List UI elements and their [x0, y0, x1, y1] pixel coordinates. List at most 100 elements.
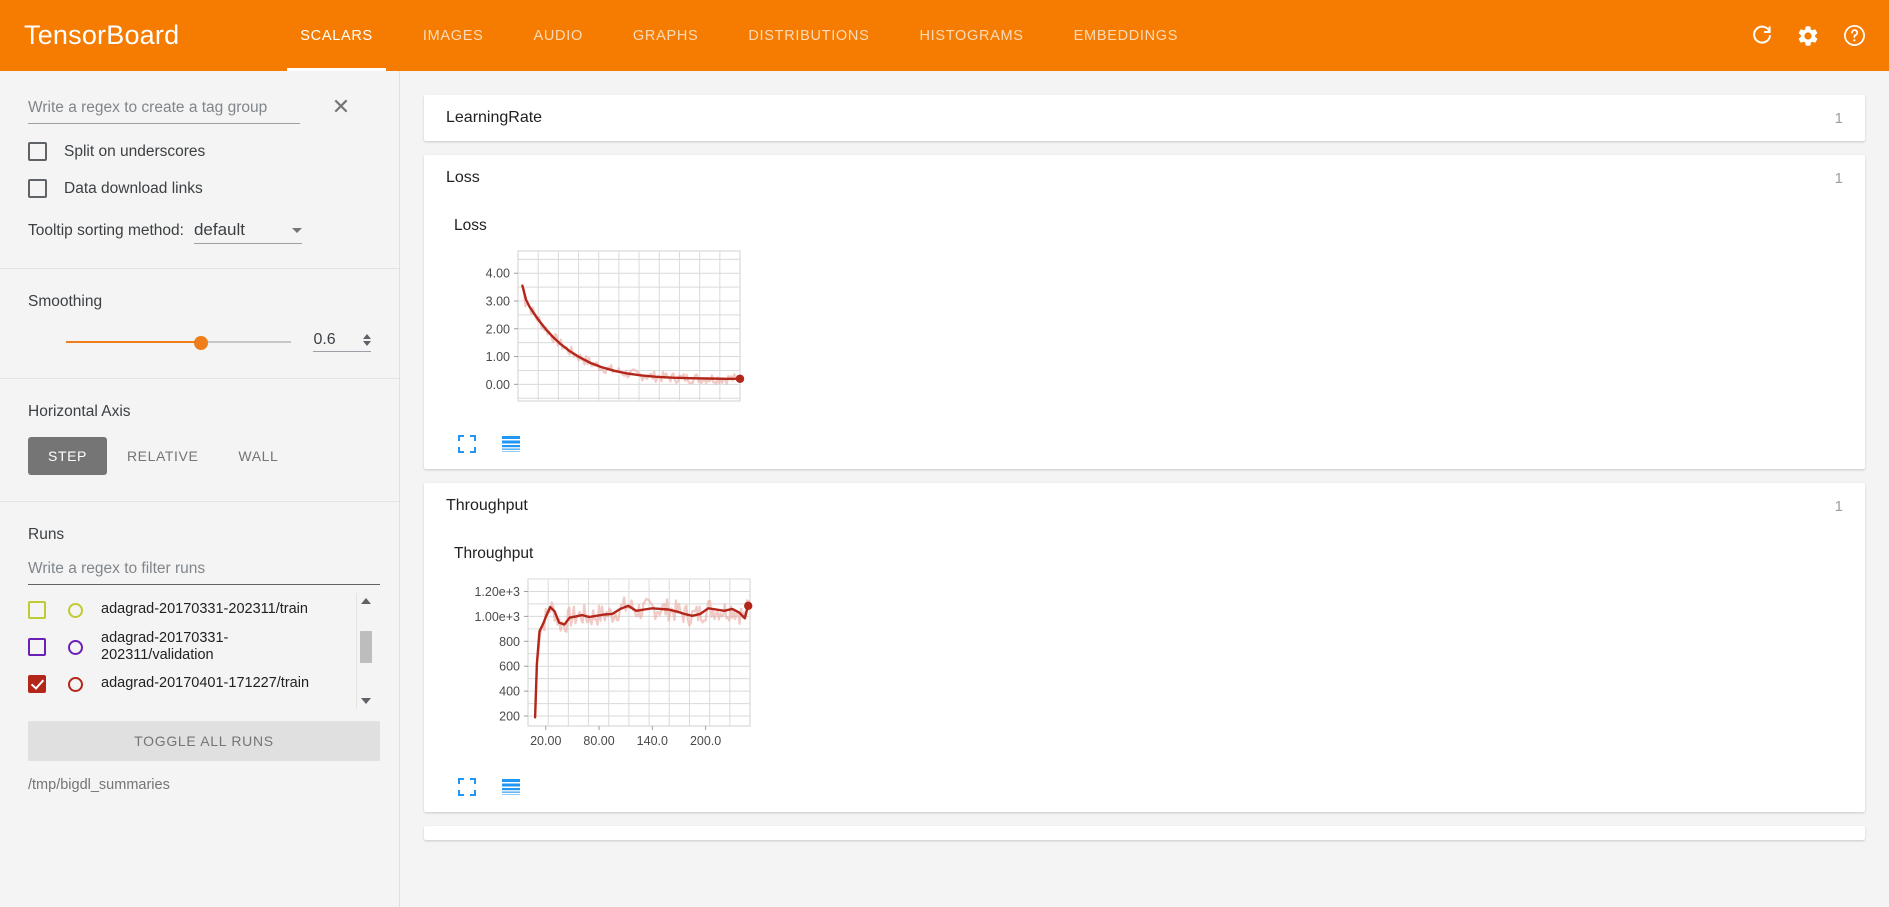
runs-filter-input[interactable] — [28, 558, 380, 585]
run-checkbox[interactable] — [28, 675, 46, 693]
toggle-all-runs-button[interactable]: TOGGLE ALL RUNS — [28, 721, 380, 761]
sidebar-divider-1 — [0, 268, 399, 269]
tab-embeddings-label: EMBEDDINGS — [1073, 27, 1179, 44]
data-download-links-checkbox[interactable] — [28, 179, 47, 198]
haxis-step-button[interactable]: STEP — [28, 437, 107, 475]
card-header-throughput[interactable]: Throughput 1 — [424, 483, 1865, 529]
tab-histograms[interactable]: HISTOGRAMS — [894, 0, 1048, 71]
svg-text:200.0: 200.0 — [690, 734, 721, 748]
smoothing-label: Smoothing — [28, 293, 103, 310]
tab-embeddings[interactable]: EMBEDDINGS — [1049, 0, 1204, 71]
close-icon: ✕ — [331, 94, 351, 119]
chart-throughput-svg[interactable]: 200 400 600 800 1.00e+3 1.20e+3 20.00 80.00 140.… — [450, 571, 790, 766]
tag-group-regex-input[interactable] — [28, 97, 300, 124]
svg-text:80.00: 80.00 — [583, 734, 614, 748]
run-checkbox[interactable] — [28, 638, 46, 656]
svg-text:4.00: 4.00 — [486, 267, 510, 281]
chart-throughput[interactable]: 200 400 600 800 1.00e+3 1.20e+3 20.00 80.00 140.… — [450, 571, 790, 766]
top-app-bar: TensorBoard SCALARS IMAGES AUDIO GRAPHS … — [0, 0, 1889, 71]
tab-images-label: IMAGES — [422, 27, 484, 44]
run-list-item[interactable]: adagrad-20170401-171227/train — [28, 667, 380, 701]
split-underscores-checkbox[interactable] — [28, 142, 47, 161]
chevron-down-icon — [291, 228, 302, 233]
tooltip-sorting-dropdown[interactable]: default — [193, 220, 302, 244]
card-throughput: Throughput 1 Throughput 200 400 600 800 1.00… — [424, 483, 1865, 812]
horizontal-axis-label: Horizontal Axis — [28, 403, 131, 420]
svg-text:20.00: 20.00 — [530, 734, 561, 748]
card-loss: Loss 1 Loss 0.00 1.00 2.00 3.00 4.00 — [424, 155, 1865, 469]
tab-audio[interactable]: AUDIO — [509, 0, 608, 71]
expand-chart-icon[interactable] — [456, 433, 478, 455]
refresh-icon[interactable] — [1747, 21, 1777, 51]
smoothing-stepper[interactable] — [363, 334, 371, 349]
tab-graphs-label: GRAPHS — [632, 27, 699, 44]
card-header-learningrate[interactable]: LearningRate 1 — [424, 95, 1865, 141]
tab-images[interactable]: IMAGES — [398, 0, 509, 71]
slider-fill — [66, 340, 202, 343]
stepper-up-icon[interactable] — [363, 334, 371, 339]
card-header-loss[interactable]: Loss 1 — [424, 155, 1865, 201]
split-underscores-label: Split on underscores — [64, 142, 206, 160]
chart-title-throughput: Throughput — [454, 545, 534, 562]
toggle-axis-icon[interactable] — [500, 433, 522, 455]
settings-gear-icon[interactable] — [1793, 21, 1823, 51]
tab-scalars[interactable]: SCALARS — [275, 0, 398, 71]
tag-group-input-wrap — [28, 97, 300, 124]
clear-tag-group-icon[interactable]: ✕ — [328, 94, 354, 120]
left-sidebar: ✕ Split on underscores Data download lin… — [0, 71, 400, 907]
app-brand-title: TensorBoard — [24, 20, 180, 50]
tab-scalars-label: SCALARS — [300, 27, 373, 44]
card-count-throughput: 1 — [1834, 497, 1843, 515]
tooltip-sorting-row: Tooltip sorting method: default — [0, 220, 399, 268]
svg-text:1.00: 1.00 — [486, 350, 510, 364]
svg-text:1.20e+3: 1.20e+3 — [474, 585, 520, 599]
smoothing-value-field[interactable]: 0.6 — [313, 331, 371, 352]
help-circle-icon[interactable] — [1839, 21, 1869, 51]
haxis-relative-button[interactable]: RELATIVE — [126, 448, 199, 464]
svg-text:600: 600 — [499, 660, 520, 674]
scroll-down-icon[interactable] — [357, 693, 374, 709]
tab-graphs[interactable]: GRAPHS — [608, 0, 723, 71]
tab-distributions[interactable]: DISTRIBUTIONS — [723, 0, 894, 71]
scroll-up-icon[interactable] — [357, 593, 374, 609]
runs-list[interactable]: adagrad-20170331-202311/train adagrad-20… — [28, 593, 380, 709]
run-color-swatch-icon — [68, 639, 83, 655]
run-label: adagrad-20170331-202311/validation — [101, 629, 229, 663]
expand-chart-icon[interactable] — [456, 776, 478, 798]
card-next-partial — [424, 826, 1865, 840]
chart-loss-svg[interactable]: 0.00 1.00 2.00 3.00 4.00 — [450, 243, 790, 423]
run-checkbox[interactable] — [28, 601, 46, 619]
svg-text:400: 400 — [499, 685, 520, 699]
smoothing-slider[interactable] — [66, 332, 292, 352]
slider-knob[interactable] — [194, 335, 209, 350]
scrollbar-thumb[interactable] — [360, 631, 372, 663]
run-label: adagrad-20170401-171227/train — [101, 675, 310, 692]
card-learningrate: LearningRate 1 — [424, 95, 1865, 141]
card-title-throughput: Throughput — [446, 497, 528, 514]
runs-section: Runs adagrad-20170331-202311/train adagr… — [0, 502, 399, 793]
chart-loss[interactable]: 0.00 1.00 2.00 3.00 4.00 — [450, 243, 790, 423]
smoothing-row: 0.6 — [28, 311, 371, 378]
data-download-links-row[interactable]: Data download links — [28, 179, 371, 198]
horizontal-axis-buttons: STEP RELATIVE WALL — [28, 421, 371, 501]
smoothing-section: Smoothing 0.6 — [0, 269, 399, 378]
run-list-item[interactable]: adagrad-20170331-202311/train — [28, 593, 380, 627]
card-count-learningrate: 1 — [1834, 109, 1843, 127]
run-label: adagrad-20170331-202311/train — [101, 601, 308, 618]
split-underscores-row[interactable]: Split on underscores — [28, 142, 371, 161]
stepper-down-icon[interactable] — [363, 341, 371, 346]
data-download-links-label: Data download links — [64, 179, 203, 197]
run-list-item[interactable]: adagrad-20170331-202311/validation — [28, 627, 380, 667]
toggle-axis-icon[interactable] — [500, 776, 522, 798]
svg-text:800: 800 — [499, 635, 520, 649]
chart-buttons-throughput — [424, 766, 1865, 798]
tab-distributions-label: DISTRIBUTIONS — [748, 27, 870, 44]
app-body: ✕ Split on underscores Data download lin… — [0, 71, 1889, 907]
tag-group-row: ✕ — [28, 71, 371, 124]
runs-list-scrollbar[interactable] — [356, 593, 374, 709]
haxis-wall-button[interactable]: WALL — [238, 448, 279, 464]
run-color-swatch-icon — [68, 602, 83, 618]
chart-buttons-loss — [424, 423, 1865, 455]
svg-text:1.00e+3: 1.00e+3 — [474, 610, 520, 624]
smoothing-value: 0.6 — [313, 331, 336, 348]
